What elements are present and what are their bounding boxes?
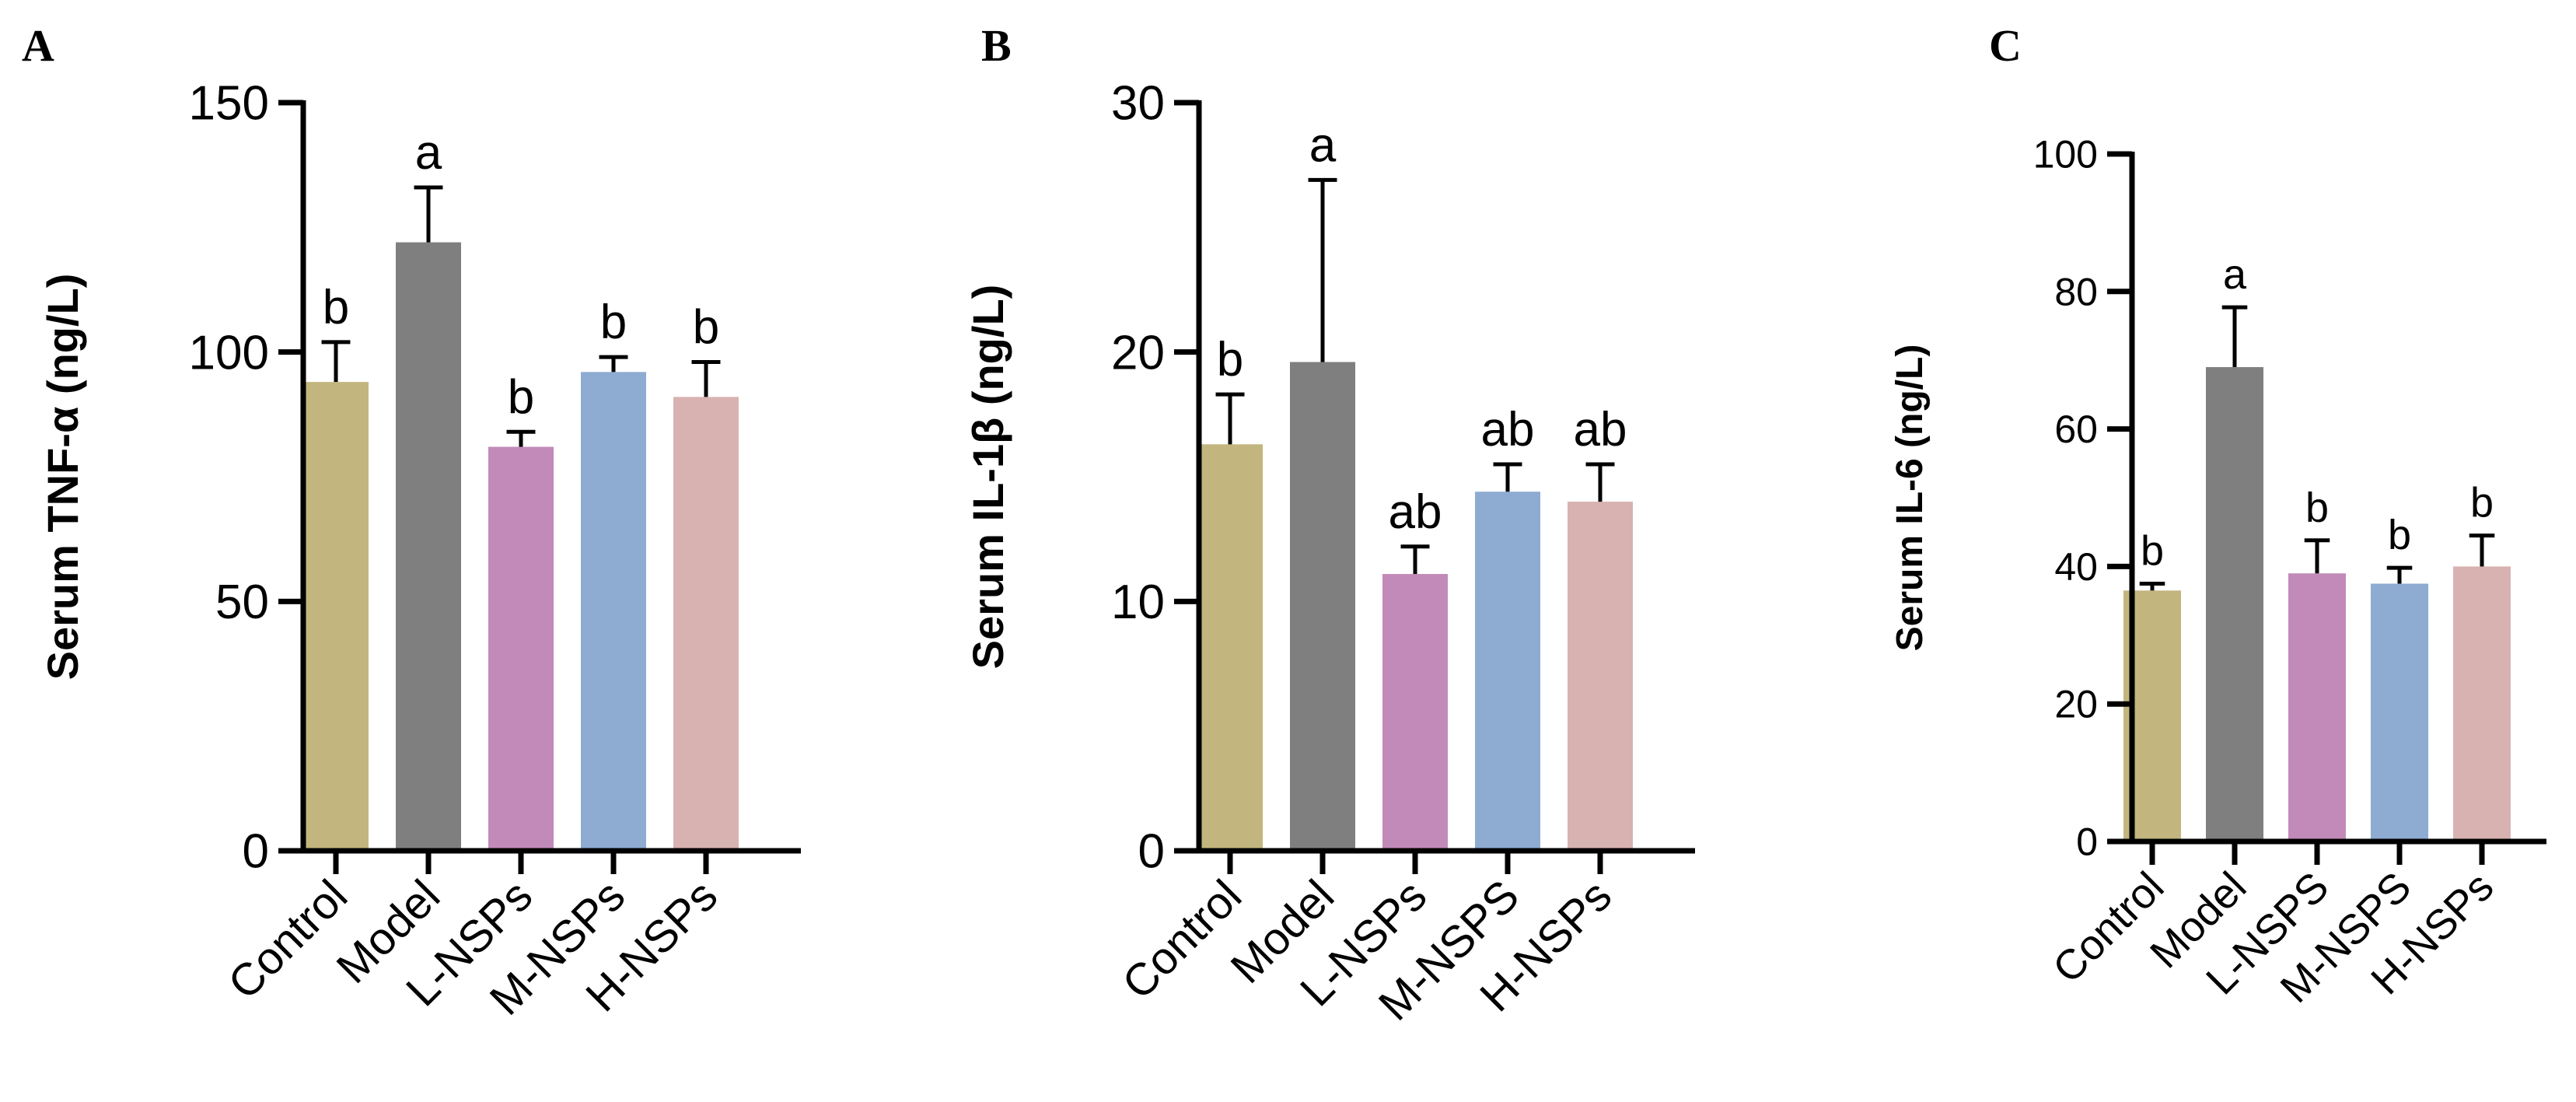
bar — [488, 446, 554, 851]
bar — [1475, 492, 1540, 851]
y-tick-label: 20 — [2054, 683, 2098, 726]
significance-letter: b — [323, 281, 349, 334]
y-tick-label: 60 — [2054, 408, 2098, 451]
significance-letter: a — [415, 126, 442, 180]
bar — [1290, 362, 1355, 851]
bar — [2206, 367, 2263, 841]
y-tick-label: 100 — [189, 326, 269, 380]
panel-c: Cbabbb020406080100ControlModelL-NSPSM-NS… — [1889, 20, 2546, 1012]
significance-letter: b — [693, 300, 719, 354]
y-tick-label: 10 — [1111, 575, 1165, 629]
y-tick-label: 0 — [1138, 825, 1165, 879]
y-axis-label: Serum IL-6 (ng/L) — [1889, 345, 1931, 652]
y-tick-label: 150 — [189, 77, 269, 131]
y-tick-label: 30 — [1111, 77, 1165, 131]
significance-letter: b — [2470, 480, 2494, 527]
y-tick-label: 50 — [215, 575, 269, 629]
bar — [396, 242, 461, 851]
panel-label: B — [981, 20, 1012, 71]
bar — [1568, 502, 1633, 851]
significance-letter: a — [1309, 118, 1337, 172]
bar — [1197, 444, 1263, 851]
bar — [2453, 566, 2511, 841]
significance-letter: ab — [1481, 403, 1535, 457]
bar — [581, 372, 646, 851]
y-axis-label: Serum IL-1β (ng/L) — [963, 285, 1012, 670]
bar — [303, 382, 369, 851]
significance-letter: b — [2305, 485, 2329, 531]
y-tick-label: 100 — [2033, 133, 2098, 177]
y-tick-label: 0 — [2076, 820, 2098, 864]
y-tick-label: 40 — [2054, 545, 2098, 589]
y-tick-label: 0 — [243, 825, 269, 879]
bar — [2288, 573, 2346, 841]
x-tick-label: Control — [1113, 870, 1251, 1009]
significance-letter: b — [600, 296, 627, 349]
panel-label: A — [22, 20, 54, 71]
significance-letter: b — [2141, 528, 2164, 575]
y-tick-label: 20 — [1111, 326, 1165, 380]
significance-letter: b — [508, 370, 534, 424]
y-tick-label: 80 — [2054, 270, 2098, 313]
y-axis-label: Serum TNF-α (ng/L) — [38, 274, 87, 680]
x-tick-label: Control — [2044, 863, 2173, 992]
significance-letter: b — [1217, 333, 1243, 387]
x-tick-label: Control — [218, 870, 357, 1009]
bar — [1382, 574, 1448, 851]
panel-label: C — [1989, 20, 2022, 71]
bar — [673, 397, 739, 851]
significance-letter: b — [2388, 512, 2411, 558]
significance-letter: ab — [1389, 485, 1442, 539]
bar — [2371, 583, 2428, 841]
significance-letter: ab — [1574, 403, 1627, 457]
significance-letter: a — [2223, 251, 2247, 298]
